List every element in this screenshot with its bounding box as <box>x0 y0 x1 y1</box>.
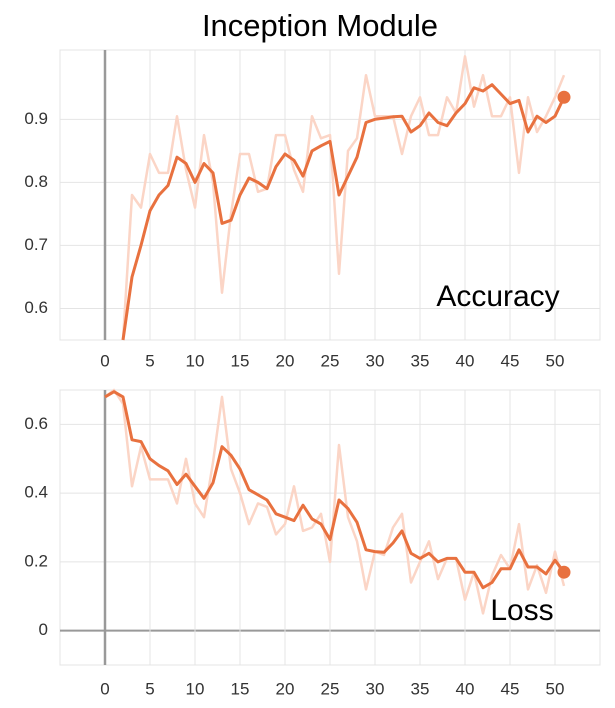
y-tick-label: 0 <box>39 620 48 639</box>
x-tick-label: 35 <box>411 679 430 698</box>
x-tick-label: 50 <box>546 679 565 698</box>
y-tick-label: 0.2 <box>24 551 48 570</box>
x-tick-label: 35 <box>411 351 430 370</box>
x-tick-label: 45 <box>501 351 520 370</box>
y-tick-label: 0.4 <box>24 483 48 502</box>
x-tick-label: 45 <box>501 679 520 698</box>
x-tick-label: 40 <box>456 679 475 698</box>
smoothed-line <box>121 83 566 341</box>
x-tick-label: 20 <box>276 679 295 698</box>
x-tick-label: 10 <box>186 679 205 698</box>
x-tick-label: 50 <box>546 351 565 370</box>
x-tick-label: 0 <box>100 351 109 370</box>
x-tick-label: 5 <box>145 679 154 698</box>
x-tick-label: 30 <box>366 679 385 698</box>
y-tick-label: 0.6 <box>24 298 48 317</box>
raw-line <box>121 55 566 341</box>
x-tick-label: 30 <box>366 351 385 370</box>
x-tick-label: 15 <box>231 679 250 698</box>
x-tick-label: 10 <box>186 351 205 370</box>
y-tick-label: 0.6 <box>24 414 48 433</box>
x-tick-label: 15 <box>231 351 250 370</box>
x-tick-label: 0 <box>100 679 109 698</box>
figure-title: Inception Module <box>202 8 438 43</box>
x-tick-label: 20 <box>276 351 295 370</box>
end-marker <box>557 90 571 104</box>
x-tick-label: 25 <box>321 351 340 370</box>
x-tick-label: 5 <box>145 351 154 370</box>
end-marker <box>557 565 571 579</box>
smoothed-line <box>104 390 566 590</box>
annotation: Accuracy <box>436 280 559 313</box>
y-tick-label: 0.9 <box>24 109 48 128</box>
annotation: Loss <box>490 594 553 627</box>
y-tick-label: 0.7 <box>24 235 48 254</box>
x-tick-label: 40 <box>456 351 475 370</box>
y-tick-label: 0.8 <box>24 172 48 191</box>
x-tick-label: 25 <box>321 679 340 698</box>
